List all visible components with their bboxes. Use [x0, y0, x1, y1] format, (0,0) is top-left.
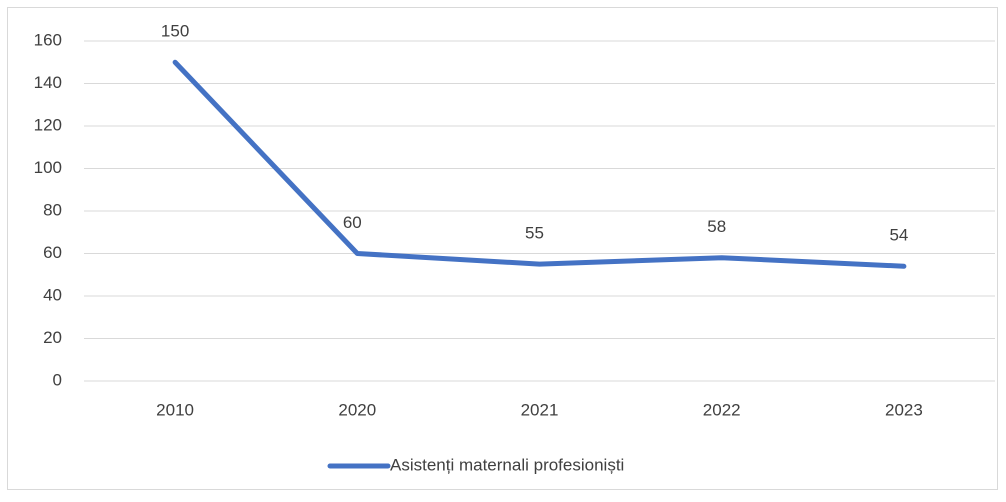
data-label: 58 [707, 217, 726, 236]
data-label: 54 [889, 226, 908, 245]
data-label: 150 [161, 22, 189, 41]
y-tick-label: 60 [43, 243, 62, 262]
y-tick-label: 100 [34, 158, 62, 177]
y-tick-label: 160 [34, 30, 62, 49]
x-tick-label: 2010 [156, 400, 194, 419]
y-tick-label: 20 [43, 328, 62, 347]
y-tick-label: 120 [34, 115, 62, 134]
legend-label: Asistenți maternali profesioniști [390, 455, 624, 474]
chart-border [7, 7, 998, 490]
x-tick-label: 2022 [703, 400, 741, 419]
y-tick-label: 40 [43, 285, 62, 304]
y-tick-label: 0 [53, 370, 62, 389]
y-tick-label: 140 [34, 73, 62, 92]
x-tick-label: 2021 [521, 400, 559, 419]
x-tick-label: 2023 [885, 400, 923, 419]
series-line [172, 59, 907, 269]
y-tick-label: 80 [43, 200, 62, 219]
x-tick-label: 2020 [338, 400, 376, 419]
data-label: 60 [343, 213, 362, 232]
data-label: 55 [525, 224, 544, 243]
